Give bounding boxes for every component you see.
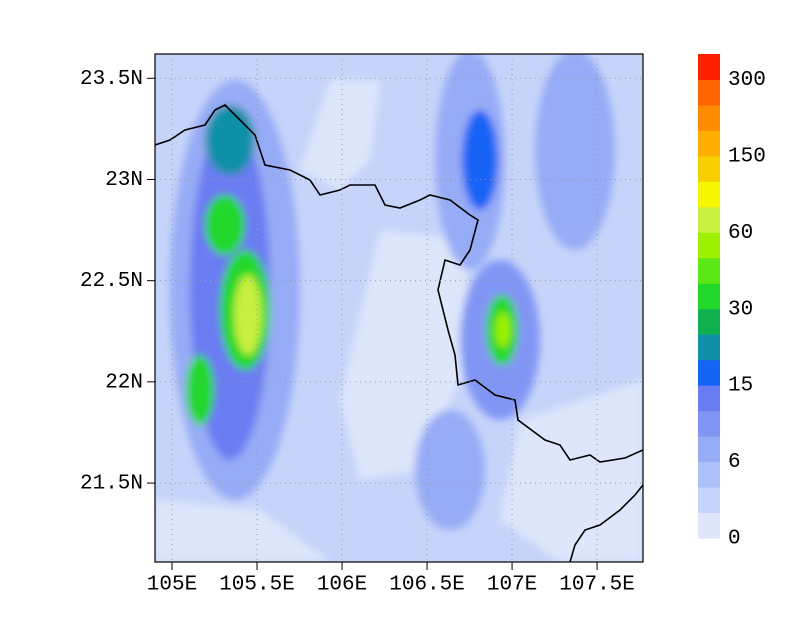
colorbar-segment bbox=[698, 104, 720, 131]
colorbar-segment bbox=[698, 487, 720, 514]
colorbar-segment bbox=[698, 385, 720, 412]
plot-frame bbox=[154, 53, 644, 563]
y-tick-label: 21.5N bbox=[80, 473, 143, 496]
x-tick-label: 107.5E bbox=[559, 574, 635, 597]
colorbar-segment bbox=[698, 181, 720, 208]
x-tick-label: 107E bbox=[487, 574, 537, 597]
colorbar-segment bbox=[698, 512, 720, 539]
axes: 105E 105.5E 106E 106.5E 107E 107.5E 21.5N 22N 22… bbox=[80, 54, 643, 597]
y-tick-label: 23.5N bbox=[80, 68, 143, 91]
y-tick-label: 22.5N bbox=[80, 270, 143, 293]
colorbar-segment bbox=[698, 359, 720, 386]
colorbar-segment bbox=[698, 283, 720, 310]
colorbar-segment bbox=[698, 155, 720, 182]
colorbar-segment bbox=[698, 130, 720, 157]
colorbar-segment bbox=[698, 461, 720, 488]
x-tick-label: 106.5E bbox=[389, 574, 465, 597]
colorbar-segment bbox=[698, 334, 720, 361]
colorbar-label: 0 bbox=[728, 528, 741, 551]
border-line bbox=[569, 484, 643, 562]
colorbar: 0 6 15 30 60 150 300 bbox=[698, 54, 766, 551]
y-tick-label: 23N bbox=[105, 169, 143, 192]
x-tick-label: 105E bbox=[147, 574, 197, 597]
x-tick-label: 106E bbox=[317, 574, 367, 597]
border-line bbox=[155, 104, 643, 463]
x-tick-label: 105.5E bbox=[219, 574, 295, 597]
colorbar-segment bbox=[698, 436, 720, 463]
colorbar-segment bbox=[698, 54, 720, 80]
colorbar-label: 15 bbox=[728, 375, 753, 398]
colorbar-label: 300 bbox=[728, 69, 766, 92]
colorbar-label: 60 bbox=[728, 222, 753, 245]
colorbar-segment bbox=[698, 410, 720, 437]
precip-field bbox=[155, 54, 643, 562]
colorbar-label: 150 bbox=[728, 145, 766, 168]
y-tick-label: 22N bbox=[105, 371, 143, 394]
colorbar-segment bbox=[698, 206, 720, 233]
colorbar-label: 6 bbox=[728, 451, 741, 474]
colorbar-segment bbox=[698, 232, 720, 259]
colorbar-segment bbox=[698, 257, 720, 284]
colorbar-segment bbox=[698, 308, 720, 335]
colorbar-segment bbox=[698, 79, 720, 106]
colorbar-label: 30 bbox=[728, 298, 753, 321]
